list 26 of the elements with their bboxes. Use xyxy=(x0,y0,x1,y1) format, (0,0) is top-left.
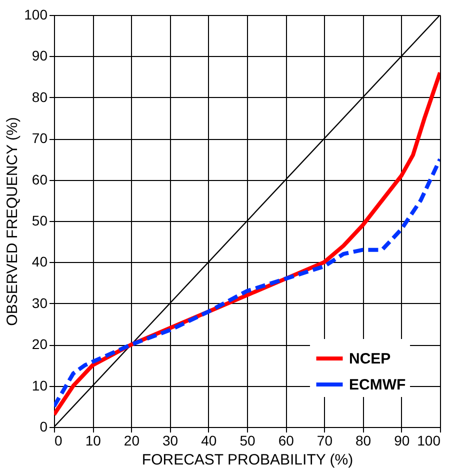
x-tick-label: 20 xyxy=(124,432,140,448)
legend-label: ECMWF xyxy=(349,376,406,394)
y-tick-label: 10 xyxy=(32,377,48,394)
x-tick-label: 40 xyxy=(201,432,217,448)
x-tick-label: 50 xyxy=(240,432,256,448)
x-tick-label: 90 xyxy=(394,432,410,448)
y-tick-label: 30 xyxy=(32,294,48,311)
x-tick-label: 70 xyxy=(316,432,333,448)
y-axis-title: OBSERVED FREQUENCY (%) xyxy=(4,117,22,326)
x-tick-label: 60 xyxy=(278,432,294,448)
y-tick-label: 100 xyxy=(24,6,48,22)
x-tick-label: 10 xyxy=(85,432,102,448)
y-tick-label: 60 xyxy=(32,171,48,188)
y-tick-label: 90 xyxy=(32,48,48,64)
y-tick-label: 20 xyxy=(32,336,48,352)
y-tick-label: 50 xyxy=(32,212,48,228)
legend-label: NCEP xyxy=(349,350,391,368)
y-tick-label: 40 xyxy=(32,254,48,270)
y-tick-label: 80 xyxy=(32,88,48,105)
x-tick-label: 30 xyxy=(162,432,178,448)
y-tick-label: 0 xyxy=(40,418,48,434)
y-tick-label: 70 xyxy=(32,130,48,146)
x-axis-title: FORECAST PROBABILITY (%) xyxy=(142,452,354,468)
x-tick-label: 100 xyxy=(417,432,441,448)
x-tick-label: 80 xyxy=(356,432,372,448)
x-tick-label: 0 xyxy=(54,432,62,448)
